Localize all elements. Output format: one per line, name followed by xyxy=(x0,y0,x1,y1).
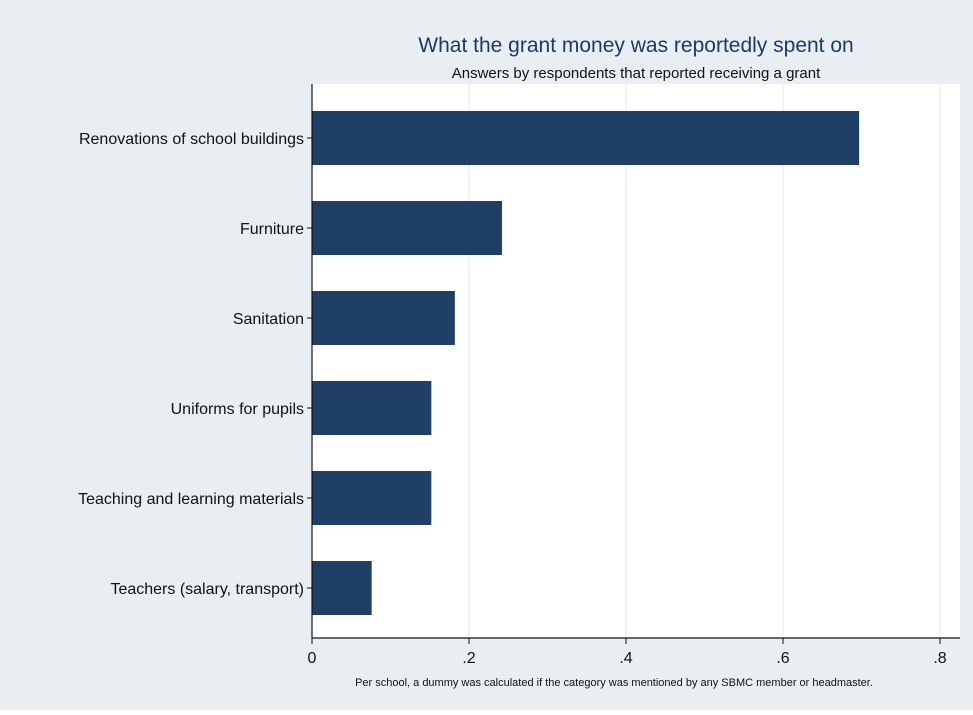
chart-note: Per school, a dummy was calculated if th… xyxy=(355,677,873,689)
chart-subtitle: Answers by respondents that reported rec… xyxy=(452,65,821,82)
bar xyxy=(312,201,502,255)
bar xyxy=(312,291,455,345)
x-tick-label: .6 xyxy=(776,650,789,667)
gridlines xyxy=(468,84,941,638)
x-tick-labels: 0 .2 .4 .6 .8 xyxy=(308,650,947,667)
chart-title: What the grant money was reportedly spen… xyxy=(418,34,853,57)
category-label: Uniforms for pupils xyxy=(171,401,304,418)
x-tick-label: .4 xyxy=(619,650,632,667)
x-tick-label: .8 xyxy=(933,650,946,667)
category-label: Teachers (salary, transport) xyxy=(110,581,304,598)
bars xyxy=(312,111,860,615)
bar xyxy=(312,111,860,165)
bar xyxy=(312,561,372,615)
axes xyxy=(307,84,960,644)
bar xyxy=(312,471,432,525)
category-label: Renovations of school buildings xyxy=(79,131,304,148)
x-tick-label: 0 xyxy=(308,650,317,667)
x-tick-label: .2 xyxy=(462,650,475,667)
category-labels: Renovations of school buildings Furniture… xyxy=(78,131,304,598)
plot-area xyxy=(312,84,960,638)
category-label: Teaching and learning materials xyxy=(78,491,304,508)
category-label: Sanitation xyxy=(233,311,304,328)
bar xyxy=(312,381,432,435)
category-label: Furniture xyxy=(240,221,304,238)
